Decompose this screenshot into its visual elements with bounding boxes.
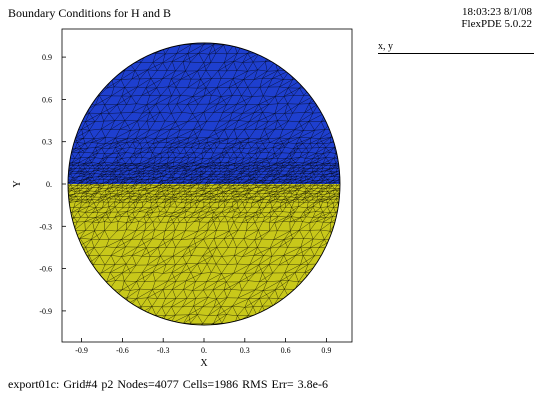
- y-axis-ticks: 0.9 0.6 0.3 0. -0.3 -0.6 -0.9: [39, 53, 66, 316]
- y-tick-label: 0.3: [42, 138, 52, 147]
- x-tick-label: 0.: [201, 346, 207, 355]
- timestamp-block: 18:03:23 8/1/08 FlexPDE 5.0.22: [461, 6, 532, 30]
- x-tick-label: -0.6: [116, 346, 129, 355]
- triangular-mesh: [68, 43, 340, 325]
- y-tick-label: 0.6: [42, 95, 52, 104]
- domain-boundary: [67, 42, 341, 326]
- x-tick-label: -0.9: [75, 346, 88, 355]
- status-footer: export01c: Grid#4 p2 Nodes=4077 Cells=19…: [8, 377, 328, 391]
- version-label: FlexPDE 5.0.22: [461, 18, 532, 30]
- y-tick-label: 0.: [46, 180, 52, 189]
- x-axis-ticks: -0.9 -0.6 -0.3 0. 0.3 0.6 0.9: [75, 338, 331, 355]
- timestamp: 18:03:23 8/1/08: [462, 6, 532, 18]
- plot-frame: [61, 28, 353, 343]
- y-tick-label: -0.9: [39, 307, 52, 316]
- x-tick-label: -0.3: [157, 346, 170, 355]
- x-axis-label: X: [200, 358, 208, 369]
- legend-label: x, y: [378, 41, 393, 52]
- y-tick-label: -0.3: [39, 222, 52, 231]
- x-tick-label: 0.3: [240, 346, 250, 355]
- y-tick-label: 0.9: [42, 53, 52, 62]
- mesh-edges: [68, 43, 340, 325]
- x-tick-label: 0.9: [321, 346, 331, 355]
- plot-title: Boundary Conditions for H and B: [8, 6, 171, 20]
- legend-underline: [378, 53, 534, 54]
- y-axis-label: Y: [12, 180, 23, 187]
- y-tick-label: -0.6: [39, 265, 52, 274]
- x-tick-label: 0.6: [281, 346, 291, 355]
